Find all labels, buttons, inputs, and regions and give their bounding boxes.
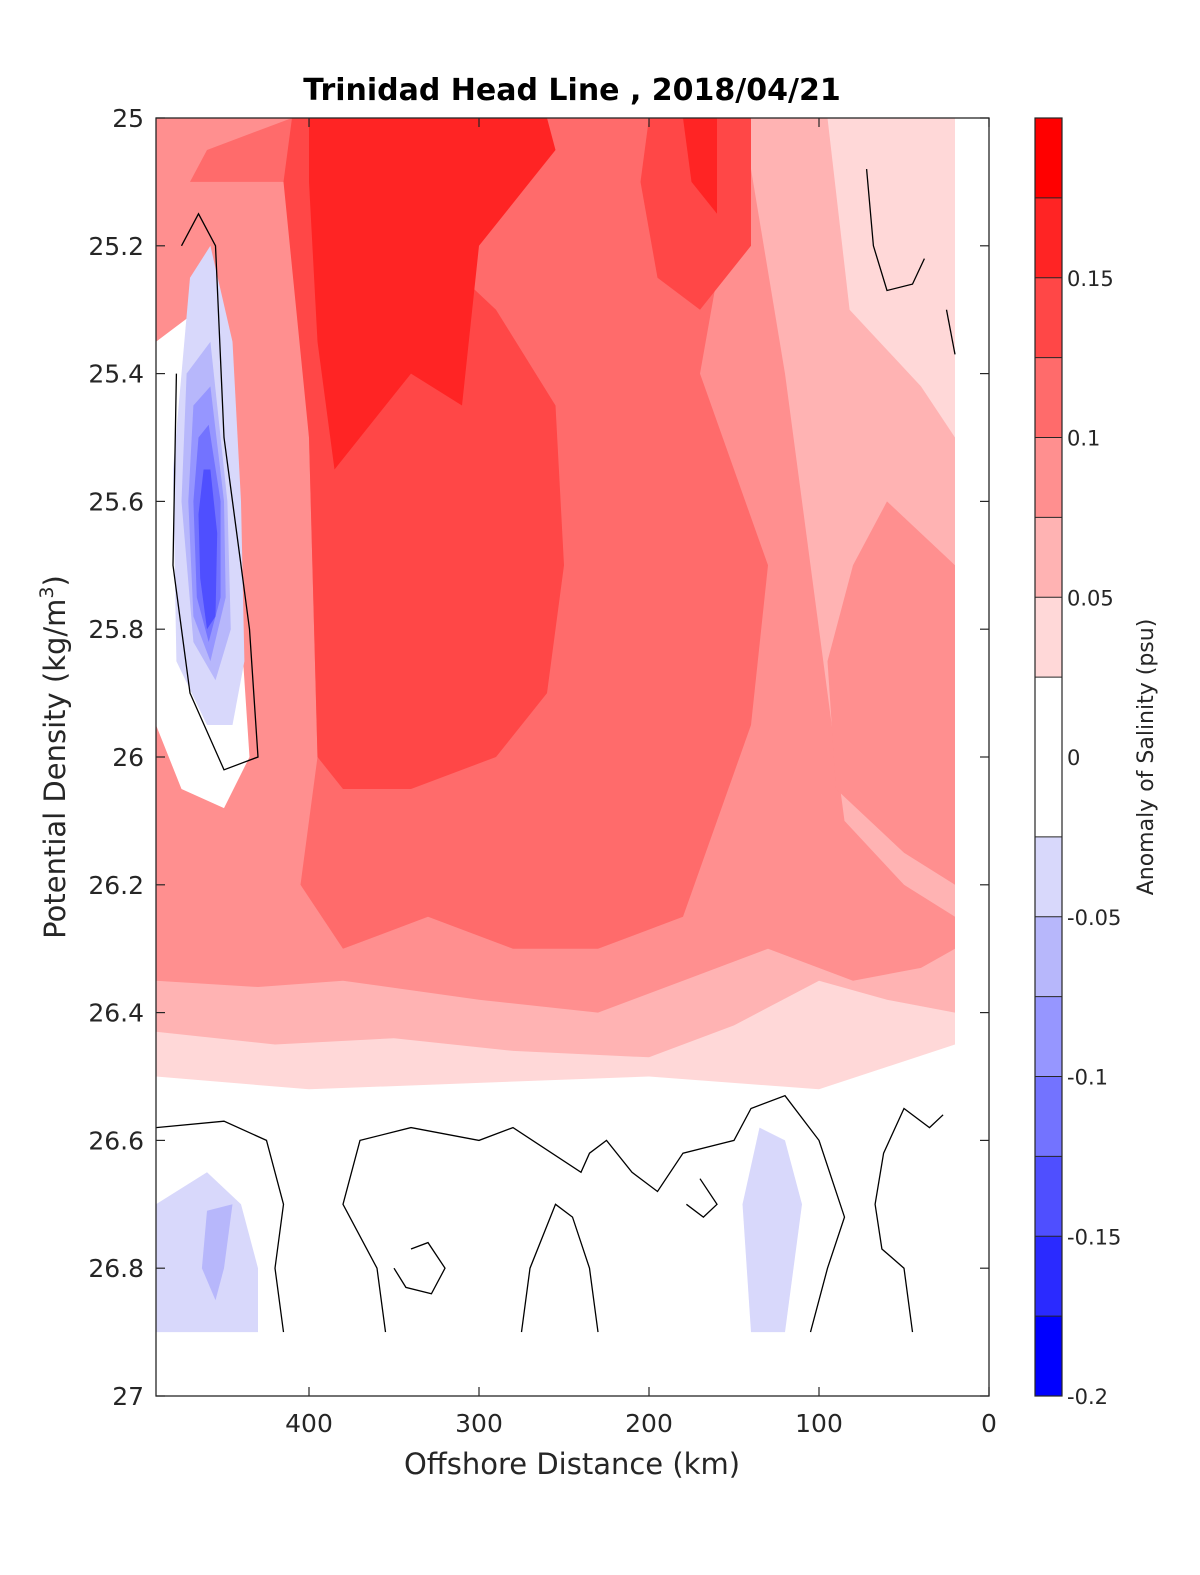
colorbar-swatch [1035,836,1062,917]
colorbar-swatch [1035,517,1062,598]
contour-fills [156,118,955,1333]
colorbar-tick-label: 0 [1067,746,1080,770]
colorbar-tick-label: -0.2 [1067,1385,1108,1409]
y-axis-label: Potential Density (kg/m3) [36,575,72,939]
colorbar: 0.15 0.1 0.05 0 -0.05 -0.1 -0.15 -0.2 [1034,117,1121,1409]
y-tick-label: 25.6 [88,487,144,516]
contour-region [742,1127,802,1333]
zero-contour-line [520,1203,599,1333]
colorbar-swatch [1035,1156,1062,1237]
colorbar-swatch [1035,277,1062,358]
y-tick-label: 26.4 [88,999,144,1028]
contour-region [683,118,717,214]
x-tick-label: 300 [455,1409,503,1438]
contour-region [827,501,955,885]
x-tick-label: 400 [285,1409,333,1438]
zero-contour-lines [156,169,956,1333]
y-tick-label: 25.2 [88,232,144,261]
chart-title: Trinidad Head Line , 2018/04/21 [303,73,840,108]
zero-contour-line [172,212,259,771]
colorbar-swatch [1035,916,1062,997]
contour-region [309,118,556,470]
zero-contour-line [686,1178,718,1218]
y-tick-label: 26.2 [88,871,144,900]
y-axis-label-close: ) [38,575,72,586]
y-tick-label: 26.8 [88,1254,144,1283]
y-tick-label: 25 [112,104,144,133]
contour-region [201,1204,233,1301]
colorbar-swatch [1035,1076,1062,1157]
zero-contour-line [865,169,925,292]
zero-contour-line [874,1107,944,1333]
x-tick-label: 200 [625,1409,673,1438]
colorbar-swatch [1035,357,1062,438]
colorbar-swatch [1035,437,1062,518]
colorbar-swatch [1035,597,1062,678]
x-tick-label: 0 [981,1409,997,1438]
y-axis-label-main: Potential Density (kg/m [38,599,72,939]
colorbar-swatch [1035,1236,1062,1317]
y-axis: 25 25.2 25.4 25.6 25.8 26 26.2 26.4 26.6 26.8 27 [88,104,989,1411]
x-axis-label: Offshore Distance (km) [404,1447,740,1481]
colorbar-swatch [1035,677,1062,837]
y-tick-label: 25.8 [88,615,144,644]
y-axis-label-sup: 3 [36,586,58,598]
y-tick-label: 26 [112,743,144,772]
zero-contour-line [945,309,956,355]
zero-contour-line [156,1120,285,1333]
contour-region [640,118,751,310]
colorbar-tick-label: -0.05 [1067,906,1121,930]
colorbar-tick-label: -0.15 [1067,1225,1121,1249]
colorbar-tick-label: 0.1 [1067,427,1100,451]
colorbar-label: Anomaly of Salinity (psu) [1134,619,1159,896]
colorbar-swatch [1035,197,1062,278]
colorbar-tick-label: 0.05 [1067,586,1114,610]
y-tick-label: 26.6 [88,1126,144,1155]
colorbar-swatch [1035,1316,1062,1396]
y-tick-label: 25.4 [88,360,144,389]
x-tick-label: 100 [795,1409,843,1438]
zero-contour-line [393,1241,446,1295]
zero-contour-line [342,1094,846,1333]
colorbar-swatch [1035,118,1062,198]
colorbar-tick-label: 0.15 [1067,267,1114,291]
colorbar-swatch [1035,996,1062,1077]
x-axis: 400 300 200 100 0 [285,118,997,1438]
contour-region [198,469,218,630]
colorbar-frame [1034,117,1063,1397]
y-tick-label: 27 [112,1382,144,1411]
colorbar-tick-label: -0.1 [1067,1066,1108,1090]
